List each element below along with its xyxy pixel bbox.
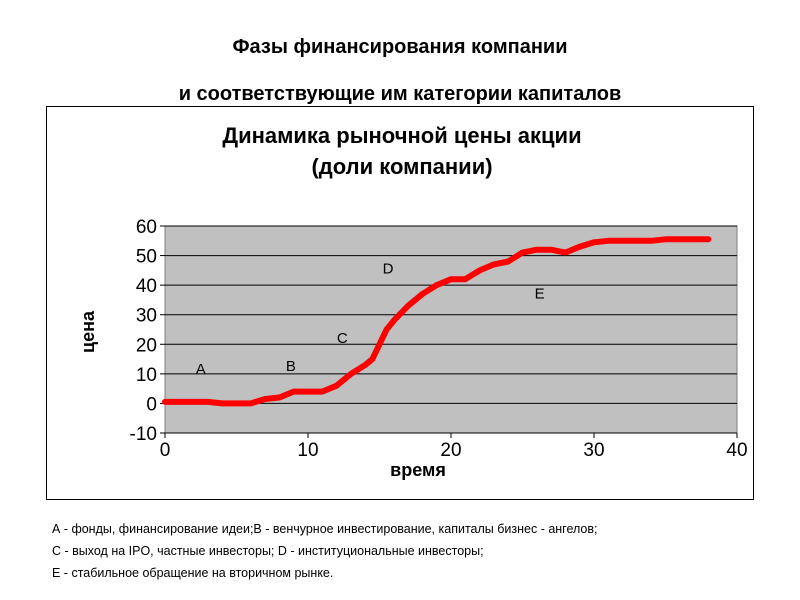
y-tick-label: -10 xyxy=(130,424,157,445)
y-tick-label: 50 xyxy=(136,247,157,268)
chart-title-line-2: (доли компании) xyxy=(311,154,492,179)
x-axis-label: время xyxy=(390,460,446,480)
legend-line-2: С - выход на IPO, частные инвесторы; D -… xyxy=(52,544,484,558)
chart-title-line-1: Динамика рыночной цены акции xyxy=(222,123,581,148)
x-tick-label: 10 xyxy=(297,440,318,461)
x-tick-label: 20 xyxy=(440,440,461,461)
legend-line-3: Е - стабильное обращение на вторичном ры… xyxy=(52,566,334,580)
x-tick-label: 40 xyxy=(726,440,747,461)
y-tick-label: 10 xyxy=(136,365,157,386)
page-title-line-2: и соответствующие им категории капиталов xyxy=(178,83,622,105)
phase-label-c: C xyxy=(337,330,348,347)
y-tick-label: 40 xyxy=(136,276,157,297)
legend-line-1: А - фонды, финансирование идеи;В - венчу… xyxy=(52,522,598,536)
price-chart: Динамика рыночной цены акции (доли компа… xyxy=(78,123,748,480)
phase-label-d: D xyxy=(383,260,394,277)
phase-label-b: B xyxy=(286,358,296,375)
phase-label-a: A xyxy=(196,361,206,378)
y-tick-label: 60 xyxy=(136,217,157,238)
y-tick-label: 30 xyxy=(136,306,157,327)
price-series-line xyxy=(162,236,712,407)
x-tick-label: 0 xyxy=(160,440,171,461)
y-axis-label: цена xyxy=(78,310,98,353)
chart-frame: Динамика рыночной цены акции (доли компа… xyxy=(46,106,754,500)
page-title-line-1: Фазы финансирования компании xyxy=(232,36,568,58)
x-tick-label: 30 xyxy=(583,440,604,461)
phase-label-e: E xyxy=(535,285,545,302)
y-tick-label: 0 xyxy=(146,394,157,415)
y-tick-label: 20 xyxy=(136,335,157,356)
